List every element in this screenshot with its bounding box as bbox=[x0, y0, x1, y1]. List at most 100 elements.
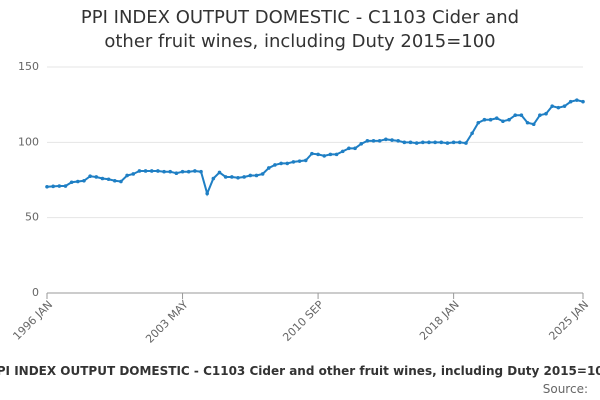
point bbox=[242, 175, 246, 179]
point bbox=[57, 184, 62, 188]
point bbox=[205, 191, 209, 196]
point bbox=[76, 179, 80, 184]
point bbox=[353, 146, 357, 151]
point bbox=[550, 104, 554, 108]
point bbox=[347, 146, 351, 151]
point bbox=[94, 175, 99, 179]
point bbox=[162, 169, 166, 174]
x-tick-label: 2010 SEP bbox=[280, 298, 326, 344]
point bbox=[45, 184, 49, 189]
point bbox=[340, 149, 345, 154]
point bbox=[513, 113, 518, 118]
point bbox=[100, 176, 105, 181]
point bbox=[51, 184, 55, 189]
point bbox=[211, 176, 216, 181]
point bbox=[482, 117, 487, 122]
point bbox=[384, 137, 388, 142]
point bbox=[143, 169, 148, 173]
point bbox=[494, 116, 499, 121]
point bbox=[581, 99, 585, 104]
point bbox=[223, 175, 228, 179]
point bbox=[402, 140, 407, 145]
point bbox=[106, 177, 111, 182]
point bbox=[217, 170, 222, 175]
point bbox=[82, 178, 86, 183]
point bbox=[501, 119, 505, 124]
point bbox=[310, 151, 314, 156]
point bbox=[365, 139, 370, 143]
point bbox=[322, 154, 327, 158]
point bbox=[236, 175, 240, 180]
point bbox=[69, 180, 74, 185]
point bbox=[88, 174, 92, 179]
point bbox=[562, 104, 567, 108]
point bbox=[451, 140, 456, 145]
point bbox=[125, 173, 129, 178]
point bbox=[427, 140, 431, 145]
point bbox=[273, 163, 277, 167]
point bbox=[396, 139, 400, 143]
point bbox=[285, 161, 290, 166]
point bbox=[254, 173, 259, 178]
y-tick-label: 150 bbox=[18, 60, 39, 73]
point bbox=[568, 99, 573, 104]
point bbox=[303, 158, 308, 163]
source: Source: bbox=[542, 382, 588, 396]
point bbox=[248, 173, 253, 178]
point bbox=[174, 171, 179, 176]
point bbox=[525, 120, 530, 125]
point bbox=[538, 113, 542, 118]
point bbox=[180, 169, 185, 174]
x-tick-label: 2003 MAY bbox=[143, 298, 191, 346]
point bbox=[316, 152, 320, 157]
point bbox=[507, 117, 511, 122]
point bbox=[119, 179, 123, 184]
x-tick-label: 2025 JAN bbox=[546, 298, 591, 343]
point bbox=[131, 172, 136, 176]
point bbox=[445, 141, 450, 145]
point bbox=[519, 113, 524, 118]
point bbox=[328, 152, 333, 157]
x-tick-label: 1996 JAN bbox=[10, 298, 55, 343]
point bbox=[414, 141, 419, 145]
point bbox=[377, 139, 382, 143]
point bbox=[297, 159, 302, 163]
point bbox=[488, 117, 493, 122]
chart-title: PPI INDEX OUTPUT DOMESTIC - C1103 Cider … bbox=[80, 7, 520, 52]
point bbox=[531, 122, 536, 127]
point bbox=[112, 178, 117, 183]
point bbox=[168, 169, 173, 174]
point bbox=[291, 160, 296, 164]
point bbox=[266, 166, 271, 170]
point bbox=[390, 138, 394, 142]
point bbox=[230, 175, 234, 179]
point bbox=[575, 98, 579, 102]
point bbox=[149, 169, 154, 173]
point bbox=[470, 131, 474, 136]
point bbox=[279, 161, 283, 166]
point bbox=[359, 142, 364, 146]
caption: PPI INDEX OUTPUT DOMESTIC - C1103 Cider … bbox=[0, 364, 600, 378]
point bbox=[186, 169, 191, 174]
point bbox=[193, 169, 197, 173]
point bbox=[544, 111, 548, 116]
point bbox=[137, 169, 142, 173]
y-tick-label: 50 bbox=[25, 211, 39, 224]
point bbox=[156, 169, 160, 173]
point bbox=[556, 105, 561, 110]
y-tick-label: 100 bbox=[18, 135, 39, 148]
y-tick-label: 0 bbox=[32, 286, 39, 299]
point bbox=[439, 140, 444, 145]
point bbox=[433, 140, 437, 145]
line bbox=[46, 99, 584, 197]
point bbox=[408, 140, 413, 145]
point bbox=[63, 184, 68, 188]
point bbox=[476, 120, 481, 125]
point bbox=[457, 140, 462, 145]
point bbox=[334, 152, 339, 157]
point bbox=[464, 141, 468, 145]
point bbox=[199, 169, 203, 174]
point bbox=[371, 139, 376, 143]
